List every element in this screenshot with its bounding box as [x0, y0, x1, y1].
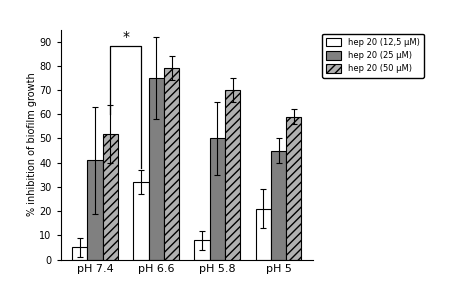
Bar: [72, 248, 87, 260]
Legend: hep 20 (12,5 μM), hep 20 (25 μM), hep 20 (50 μM): hep 20 (12,5 μM), hep 20 (25 μM), hep 20…: [322, 34, 424, 78]
Bar: [149, 78, 164, 260]
Text: *: *: [122, 30, 129, 44]
Bar: [103, 134, 118, 260]
Bar: [164, 68, 179, 260]
Bar: [194, 240, 210, 260]
Bar: [286, 117, 301, 260]
Y-axis label: % inhibition of biofilm growth: % inhibition of biofilm growth: [27, 73, 36, 217]
Bar: [133, 182, 149, 260]
Bar: [87, 160, 103, 260]
Bar: [210, 138, 225, 260]
Bar: [271, 151, 286, 260]
Bar: [225, 90, 241, 260]
Bar: [255, 209, 271, 260]
